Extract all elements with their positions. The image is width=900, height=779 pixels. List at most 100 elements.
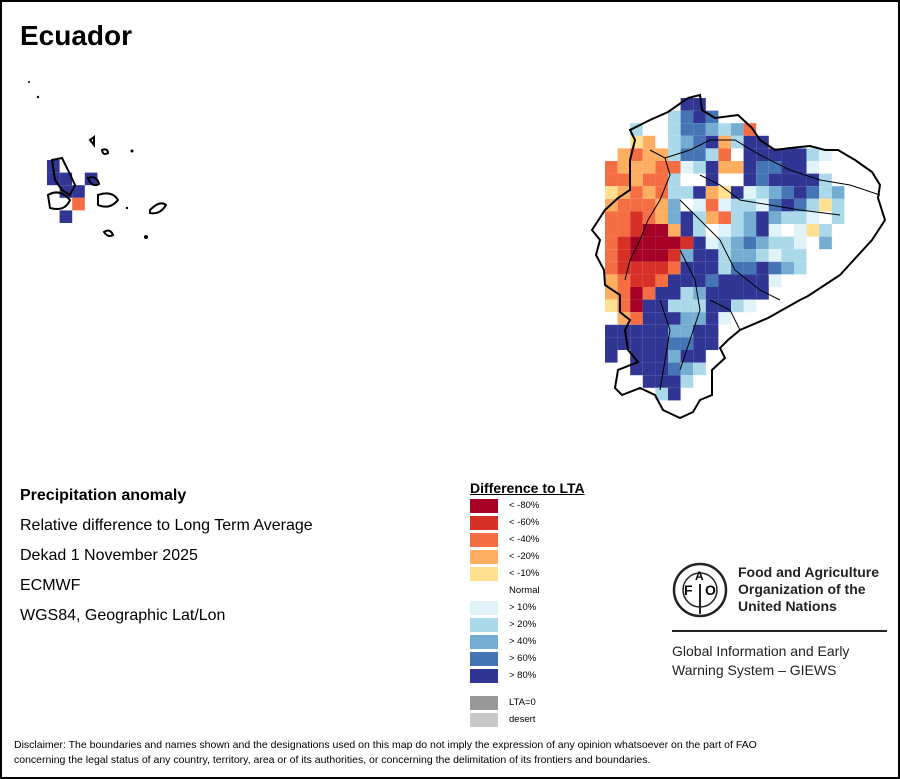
grid-cell xyxy=(781,261,794,275)
grid-cell xyxy=(705,123,719,136)
grid-cell xyxy=(768,274,782,287)
grid-cell xyxy=(743,173,757,187)
grid-cell xyxy=(781,249,794,262)
info-line: ECMWF xyxy=(20,577,81,594)
grid-cell xyxy=(756,274,769,287)
grid-cell xyxy=(705,211,719,224)
grid-cell xyxy=(731,186,744,199)
grid-cell xyxy=(781,211,794,224)
grid-cell xyxy=(718,186,731,199)
grid-cell xyxy=(668,249,681,262)
grid-cell xyxy=(642,324,656,338)
grid-cell xyxy=(642,198,656,212)
legend-item: > 80% xyxy=(470,669,585,686)
grid-cell xyxy=(680,148,694,161)
grid-cell xyxy=(819,211,832,224)
grid-cell xyxy=(655,224,668,237)
disclaimer: Disclaimer: The boundaries and names sho… xyxy=(14,738,884,768)
grid-cell xyxy=(72,172,85,186)
legend-label: > 60% xyxy=(509,653,537,664)
grid-cell xyxy=(718,123,731,136)
grid-cell xyxy=(630,161,643,174)
grid-cell xyxy=(718,287,731,300)
grid-cell xyxy=(731,261,744,275)
grid-cell xyxy=(642,186,656,199)
legend-item: > 40% xyxy=(470,635,585,652)
grid-cell xyxy=(668,135,681,149)
grid-cell xyxy=(781,173,794,187)
grid-cell xyxy=(655,337,668,350)
grid-cell xyxy=(630,211,643,224)
disclaimer-line: Disclaimer: The boundaries and names sho… xyxy=(14,739,757,751)
grid-cell xyxy=(605,261,618,275)
grid-cell xyxy=(731,161,744,174)
grid-cell xyxy=(794,148,807,161)
grid-cell xyxy=(806,148,820,161)
grid-cell xyxy=(642,249,656,262)
legend-item: desert xyxy=(470,713,585,730)
legend-swatch xyxy=(470,618,498,632)
grid-cell xyxy=(668,161,681,174)
grid-cell xyxy=(630,135,643,149)
legend-label: > 20% xyxy=(509,619,537,630)
grid-cell xyxy=(680,312,694,325)
grid-cell xyxy=(630,350,643,363)
grid-cell xyxy=(668,186,681,199)
grid-cell xyxy=(718,173,731,187)
divider xyxy=(672,630,887,632)
grid-cell xyxy=(668,211,681,224)
grid-cell xyxy=(819,186,832,199)
grid-cell xyxy=(718,312,731,325)
grid-cell xyxy=(605,274,618,287)
grid-cell xyxy=(630,337,643,350)
grid-cell xyxy=(605,249,618,262)
grid-cell xyxy=(605,299,618,313)
grid-cell xyxy=(819,198,832,212)
legend-item: < -80% xyxy=(470,499,585,516)
grid-cell xyxy=(768,198,782,212)
legend-label: > 80% xyxy=(509,670,537,681)
legend-item: > 60% xyxy=(470,652,585,669)
grid-cell xyxy=(642,123,656,136)
grid-cell xyxy=(642,236,656,250)
grid-cell xyxy=(630,312,643,325)
grid-cell xyxy=(756,211,769,224)
grid-cell xyxy=(731,249,744,262)
grid-cell xyxy=(756,249,769,262)
grid-cell xyxy=(781,161,794,174)
grid-cell xyxy=(718,261,731,275)
grid-cell xyxy=(680,362,694,376)
grid-cell xyxy=(680,123,694,136)
grid-cell xyxy=(705,261,719,275)
grid-cell xyxy=(617,350,631,363)
grid-cell xyxy=(756,161,769,174)
grid-cell xyxy=(705,135,719,149)
grid-cell xyxy=(655,387,668,401)
grid-cell xyxy=(680,186,694,199)
grid-cell xyxy=(743,236,757,250)
giews-name: Global Information and Early Warning Sys… xyxy=(672,642,849,680)
grid-cell xyxy=(781,236,794,250)
grid-cell xyxy=(680,350,694,363)
grid-cell xyxy=(617,224,631,237)
legend-swatch xyxy=(470,652,498,666)
grid-cell xyxy=(617,173,631,187)
grid-cell xyxy=(705,249,719,262)
grid-cell xyxy=(680,249,694,262)
grid-cell xyxy=(668,123,681,136)
legend-swatch xyxy=(470,601,498,615)
grid-cell xyxy=(680,224,694,237)
grid-cell xyxy=(680,287,694,300)
legend-swatch xyxy=(470,567,498,581)
grid-cell xyxy=(655,274,668,287)
grid-cell xyxy=(705,324,719,338)
grid-cell xyxy=(693,186,706,199)
grid-cell xyxy=(693,98,706,111)
grid-cell xyxy=(693,261,706,275)
legend-label: < -20% xyxy=(509,551,540,562)
grid-cell xyxy=(617,324,631,338)
grid-cell xyxy=(680,110,694,124)
grid-cell xyxy=(756,236,769,250)
giews-line: Warning System – GIEWS xyxy=(672,662,837,678)
legend-label: < -40% xyxy=(509,534,540,545)
